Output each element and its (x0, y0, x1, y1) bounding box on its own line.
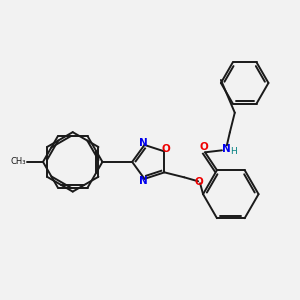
Text: O: O (161, 144, 170, 154)
Text: N: N (139, 138, 148, 148)
Text: N: N (139, 176, 148, 186)
Text: N: N (223, 144, 231, 154)
Text: O: O (200, 142, 208, 152)
Text: CH₃: CH₃ (11, 158, 26, 166)
Text: H: H (230, 147, 237, 156)
Text: O: O (195, 177, 203, 187)
